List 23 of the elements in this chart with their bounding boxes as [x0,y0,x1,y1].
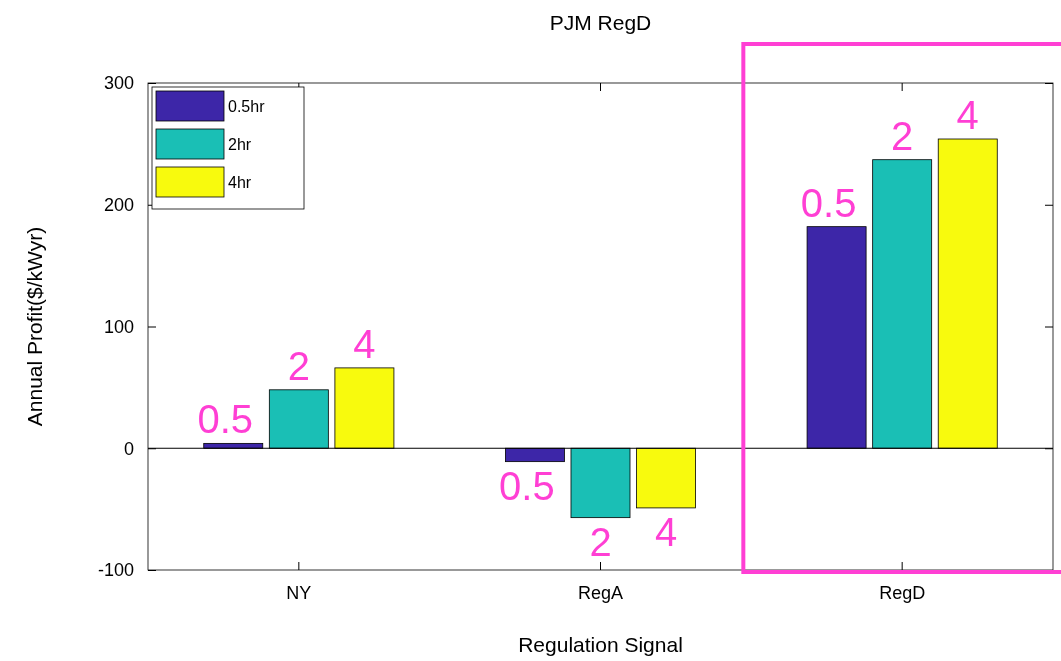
annotation: 0.5 [800,180,857,225]
annotation: 4 [654,509,678,554]
x-tick-label: NY [286,582,312,603]
annotation: 0.5 [197,397,254,442]
y-axis-title: Annual Profit($/kWyr) [23,226,46,427]
annotation: 4 [956,93,979,138]
y-tick-label: 0 [123,438,134,459]
x-axis-title: Regulation Signal [518,633,683,656]
y-tick-label: 100 [103,316,134,337]
annotation: 0.5 [499,463,555,508]
y-tick-label: 300 [103,73,134,94]
x-tick-label: RegD [879,582,926,603]
annotation: 2 [891,113,914,158]
y-tick-label: 200 [103,195,134,216]
annotation: 2 [287,343,310,388]
legend-label: 2hr [228,136,252,153]
annotation: 4 [353,321,376,366]
y-tick-label: -100 [97,560,134,581]
chart-title: PJM RegD [549,11,652,34]
x-tick-label: RegA [577,582,624,603]
legend-label: 4hr [228,174,252,191]
annotation: 2 [589,519,612,564]
legend-label: 0.5hr [228,98,266,115]
